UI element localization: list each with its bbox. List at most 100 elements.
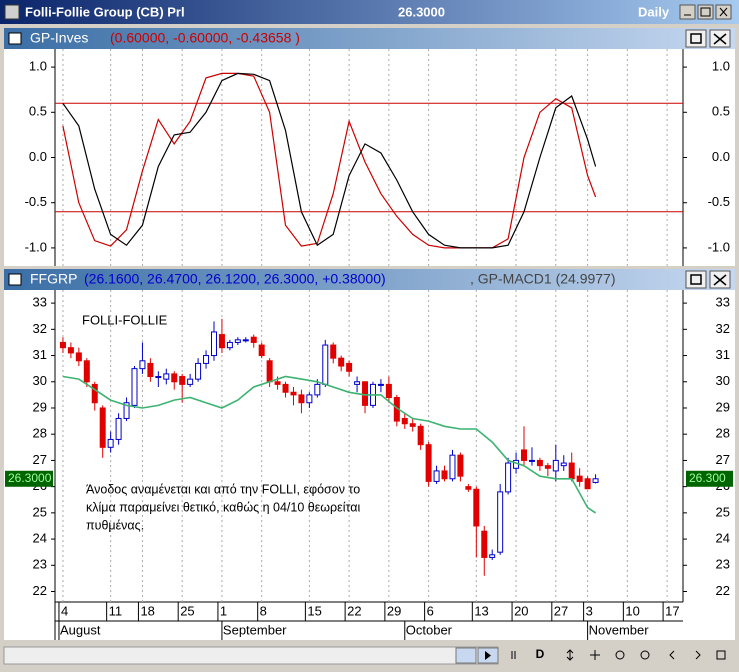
candle-body [489,554,496,558]
candle-body [314,383,321,396]
toolbar-icon[interactable] [716,650,726,660]
x-tick-label: 6 [427,603,434,618]
window-period: Daily [638,4,670,19]
candle-body [195,362,202,380]
y-tick-label: 0.5 [29,104,47,119]
maximize-button[interactable] [697,4,714,20]
price-tag [5,470,53,487]
candle-body [107,438,114,448]
candle-body [67,347,74,354]
candle-body [592,478,599,483]
candle-body [354,381,361,385]
y-tick-label: 32 [33,321,47,336]
y-tick-label: 27 [716,452,730,467]
y-tick-label: 22 [716,583,730,598]
y-tick-label: -0.5 [708,194,730,209]
candle-body [417,425,424,446]
candle-body [409,423,416,427]
y-tick-label: 29 [716,399,730,414]
annotation-line: πυθμένας. [86,518,144,532]
candle-body [234,339,241,343]
y-tick-label: 29 [33,399,47,414]
y-tick-label: 28 [33,426,47,441]
candle-body [560,462,567,467]
candle-body [306,394,313,404]
panel-header [4,28,735,49]
candle-body [115,417,122,440]
candle-body [377,383,384,386]
panel-body [4,290,735,640]
candle-body [449,454,456,480]
candle-body [505,462,512,493]
price-tag-label: 26.3000 [8,471,52,485]
price-tag [686,470,733,487]
panel-maximize[interactable] [685,270,707,289]
toolbar-icon[interactable] [566,649,574,661]
month-label: September [223,622,287,637]
toolbar-icon[interactable] [640,650,650,660]
candle-body [250,336,257,343]
y-tick-label: 0.5 [712,104,730,119]
panel-values: (0.60000, -0.60000, -0.43658 ) [110,30,300,46]
annotation-line: κλίμα παραμείνει θετικό, καθώς η 04/10 θ… [86,500,360,514]
toolbar-button[interactable]: D [536,647,545,661]
y-tick-label: 33 [33,295,47,310]
y-tick-label: 33 [716,295,730,310]
scroll-thumb[interactable] [455,647,477,664]
y-tick-label: 0.0 [712,149,730,164]
y-tick-label: 27 [33,452,47,467]
toolbar-icon[interactable] [511,651,516,659]
x-tick-label: 17 [665,603,679,618]
candle-body [258,344,265,357]
x-tick-label: 8 [260,603,267,618]
arrow-icon [485,651,491,660]
indicator-label: , GP-MACD1 (24.9977) [470,271,616,287]
panel-button-glyphs [690,33,727,45]
y-tick-label: 1.0 [712,59,730,74]
toolbar-icons[interactable] [511,649,726,661]
scrollbar[interactable] [3,646,499,665]
y-tick-label: 25 [33,504,47,519]
y-tick-label: 28 [716,426,730,441]
panel-body [4,49,735,266]
panel-title: GP-Inves [30,30,88,46]
panel-values: (26.1600, 26.4700, 26.1200, 26.3000, +0.… [84,271,386,287]
x-tick-label: 13 [474,603,488,618]
candle-body [91,383,98,404]
y-tick-label: 23 [716,557,730,572]
candle-body [385,383,392,398]
panel-header [4,269,735,290]
x-tick-label: 18 [140,603,154,618]
candle-body [584,478,591,490]
month-label: November [589,622,650,637]
window-price: 26.3000 [398,4,445,19]
panel-maximize[interactable] [685,29,707,48]
x-tick-label: 1 [220,603,227,618]
x-tick-label: 3 [586,603,593,618]
candle-body [481,530,488,558]
indicator-line [62,375,597,514]
window-buttons[interactable] [679,4,732,20]
y-tick-label: 30 [716,373,730,388]
candle-body [433,470,440,482]
toolbar-icon[interactable] [615,650,625,660]
series-line [62,72,597,249]
candle-body [497,491,504,553]
title-bar [0,0,739,24]
y-tick-label: 22 [33,583,47,598]
toolbar-icon[interactable] [669,650,701,660]
x-tick-label: 27 [554,603,568,618]
month-label: October [406,622,453,637]
candle-body [346,362,353,372]
minimize-button[interactable] [679,4,696,20]
candle-body [552,459,559,472]
candle-body [179,376,186,385]
candle-body [457,454,464,477]
annotation-title: FOLLI-FOLLIE [82,312,168,327]
candle-body [425,444,432,482]
candle-body [203,355,210,364]
candle-body [226,341,233,349]
toolbar-icon[interactable] [590,650,600,660]
window-title: Folli-Follie Group (CB) Prl [25,4,185,19]
candle-body [290,391,297,396]
